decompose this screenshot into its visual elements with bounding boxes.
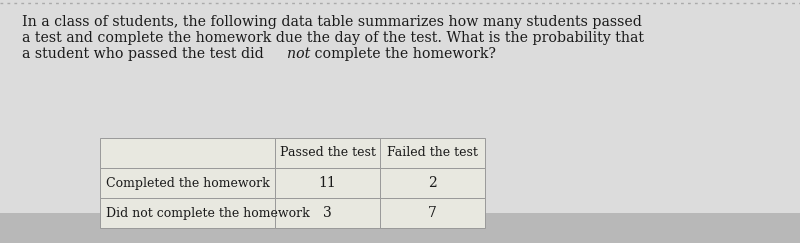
Text: Failed the test: Failed the test <box>387 147 478 159</box>
Text: complete the homework?: complete the homework? <box>310 47 496 61</box>
Text: Completed the homework: Completed the homework <box>106 176 270 190</box>
FancyBboxPatch shape <box>380 198 485 228</box>
FancyBboxPatch shape <box>100 138 275 168</box>
FancyBboxPatch shape <box>380 138 485 168</box>
FancyBboxPatch shape <box>100 168 275 198</box>
Text: 11: 11 <box>318 176 336 190</box>
FancyBboxPatch shape <box>380 168 485 198</box>
Text: 3: 3 <box>323 206 332 220</box>
Text: a test and complete the homework due the day of the test. What is the probabilit: a test and complete the homework due the… <box>22 31 644 45</box>
Text: Passed the test: Passed the test <box>279 147 375 159</box>
FancyBboxPatch shape <box>275 168 380 198</box>
FancyBboxPatch shape <box>100 198 275 228</box>
Text: Did not complete the homework: Did not complete the homework <box>106 207 310 219</box>
FancyBboxPatch shape <box>275 198 380 228</box>
Text: a student who passed the test did: a student who passed the test did <box>22 47 268 61</box>
Text: 2: 2 <box>428 176 437 190</box>
FancyBboxPatch shape <box>0 213 800 243</box>
FancyBboxPatch shape <box>0 0 800 213</box>
Text: 7: 7 <box>428 206 437 220</box>
FancyBboxPatch shape <box>275 138 380 168</box>
Text: not: not <box>287 47 310 61</box>
Text: In a class of students, the following data table summarizes how many students pa: In a class of students, the following da… <box>22 15 642 29</box>
